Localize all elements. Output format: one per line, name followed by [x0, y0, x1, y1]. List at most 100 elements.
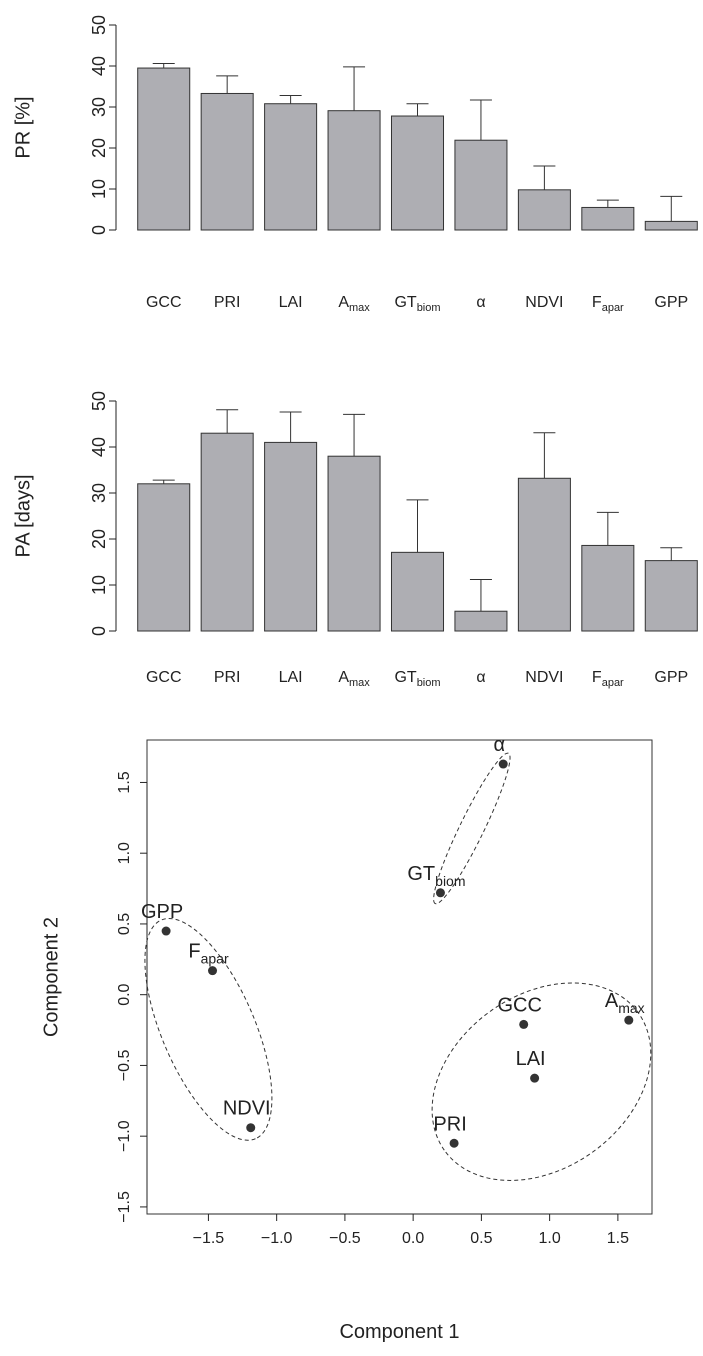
category-label-base: NDVI [525, 294, 563, 311]
category-label-base: F [592, 294, 602, 311]
point-label: LAI [516, 1048, 546, 1070]
category-label-base: α [476, 294, 485, 311]
category-label: Amax [338, 294, 370, 314]
point-label-base: GCC [497, 994, 541, 1016]
y-tick-label: 10 [89, 179, 109, 199]
category-label-sub: apar [602, 677, 624, 689]
point-label-base: GT [407, 863, 435, 885]
data-point [435, 888, 445, 898]
x-tick-label: 0.0 [402, 1230, 424, 1247]
y-tick-label: 40 [89, 437, 109, 457]
category-label-base: GT [394, 669, 416, 686]
cluster-ellipse [431, 982, 652, 1181]
y-tick-label: 20 [89, 138, 109, 158]
y-tick-label: −1.5 [116, 1191, 133, 1223]
point-label-base: α [493, 734, 505, 756]
bar [200, 92, 254, 231]
category-label: PRI [214, 294, 241, 311]
bar [200, 432, 254, 632]
category-label: GTbiom [394, 294, 440, 314]
point-label-sub: apar [201, 951, 229, 967]
point-label-base: NDVI [223, 1098, 271, 1120]
category-label-base: GCC [146, 294, 182, 311]
x-tick-label: 1.0 [539, 1230, 561, 1247]
category-label: GPP [654, 669, 688, 686]
point-label: GPP [141, 901, 183, 923]
y-tick-label: −0.5 [116, 1050, 133, 1082]
category-label: α [476, 294, 485, 311]
point-label-base: A [605, 990, 619, 1012]
bar [137, 483, 191, 632]
point-label: PRI [433, 1113, 466, 1135]
y-axis-label: PR [%] [12, 96, 34, 158]
cluster-ellipse [433, 752, 511, 905]
bar [581, 206, 635, 231]
y-tick-label: 0 [89, 626, 109, 636]
bar-chart-pa: 0 10 20 30 40 50 PA [days] GCC PRI LAI Amax GTbiom α… [12, 391, 698, 689]
category-label-base: A [338, 669, 349, 686]
category-label-sub: max [349, 677, 370, 689]
data-point [530, 1073, 540, 1083]
category-label-base: GPP [654, 669, 688, 686]
scatter-pca: −1.5 −1.0 −0.5 0.0 0.5 1.0 1.5 −1.5 −1.0 −0.5 0.0 0… [40, 734, 653, 1343]
y-tick-label: 50 [89, 15, 109, 35]
point-label-base: PRI [433, 1113, 466, 1135]
data-point [498, 759, 508, 769]
y-tick-label: 1.0 [116, 842, 133, 864]
point-label: NDVI [223, 1098, 271, 1120]
bar [644, 560, 698, 632]
data-point [208, 966, 218, 976]
bar [327, 455, 381, 632]
category-label-base: LAI [279, 669, 303, 686]
point-label-base: LAI [516, 1048, 546, 1070]
point-label: α [493, 734, 505, 756]
data-point [519, 1019, 529, 1029]
x-tick-label: 1.5 [607, 1230, 629, 1247]
y-tick-label: 20 [89, 529, 109, 549]
category-label: Fapar [592, 669, 624, 689]
bar [390, 115, 445, 231]
y-tick-label: 1.5 [116, 771, 133, 793]
cluster-ellipse [144, 917, 273, 1141]
x-axis-label: Component 1 [339, 1321, 459, 1343]
point-label-base: F [188, 941, 200, 963]
category-label-base: α [476, 669, 485, 686]
bar [517, 189, 571, 231]
x-tick-label: −1.5 [193, 1230, 225, 1247]
bar [327, 110, 381, 231]
category-label: NDVI [525, 294, 563, 311]
x-tick-label: −0.5 [329, 1230, 361, 1247]
point-label: Fapar [188, 941, 229, 967]
data-point [161, 926, 171, 936]
category-label-base: A [338, 294, 349, 311]
category-label: LAI [279, 294, 303, 311]
category-label: GCC [146, 294, 182, 311]
category-label-base: LAI [279, 294, 303, 311]
category-label-base: PRI [214, 294, 241, 311]
x-tick-label: 0.5 [470, 1230, 492, 1247]
y-tick-label: 0.0 [116, 983, 133, 1005]
category-label: NDVI [525, 669, 563, 686]
category-label: LAI [279, 669, 303, 686]
bar [454, 139, 508, 231]
y-tick-label: 0 [89, 225, 109, 235]
category-label: GTbiom [394, 669, 440, 689]
bar [644, 220, 698, 231]
y-axis-label: PA [days] [12, 474, 34, 557]
point-label: GTbiom [407, 863, 465, 889]
y-tick-label: 30 [89, 483, 109, 503]
category-label-base: NDVI [525, 669, 563, 686]
plot-frame [146, 739, 653, 1215]
y-tick-label: 40 [89, 56, 109, 76]
data-point [246, 1123, 256, 1133]
y-tick-label: 0.5 [116, 913, 133, 935]
category-label-base: F [592, 669, 602, 686]
category-label-sub: biom [417, 677, 441, 689]
category-label: Amax [338, 669, 370, 689]
y-axis-label: Component 2 [40, 917, 62, 1037]
x-tick-label: −1.0 [261, 1230, 293, 1247]
bar [264, 441, 318, 632]
category-label: PRI [214, 669, 241, 686]
category-label: GCC [146, 669, 182, 686]
